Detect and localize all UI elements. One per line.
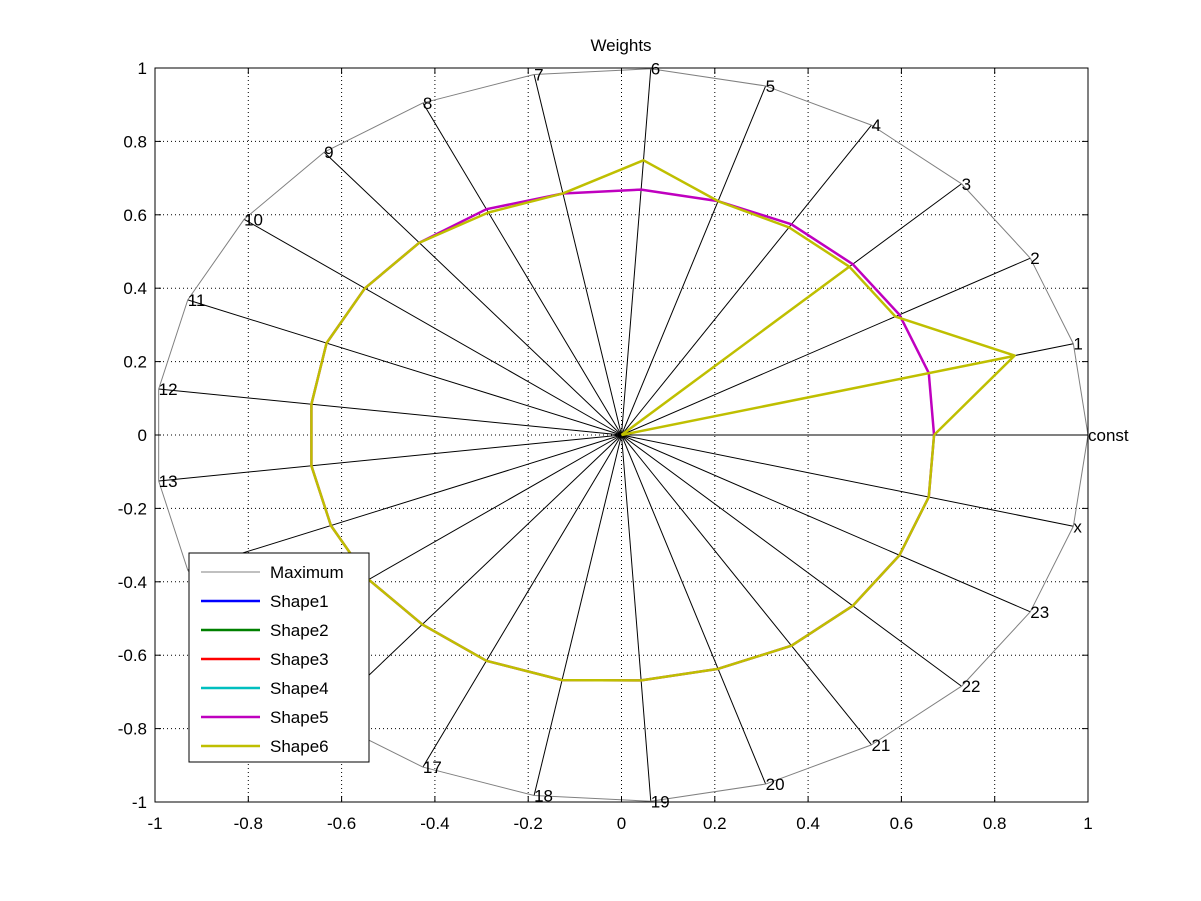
x-tick-label: -1 bbox=[147, 814, 162, 833]
spoke-label: 19 bbox=[651, 792, 670, 811]
spoke-line bbox=[621, 257, 1031, 436]
y-tick-label: -0.8 bbox=[118, 720, 147, 739]
spoke-label: 1 bbox=[1073, 335, 1082, 354]
legend-label: Shape1 bbox=[270, 592, 329, 611]
legend-label: Shape6 bbox=[270, 737, 329, 756]
spoke-line bbox=[621, 434, 872, 746]
y-tick-label: 0.8 bbox=[123, 132, 147, 151]
legend-label: Maximum bbox=[270, 563, 344, 582]
spoke-line bbox=[187, 299, 622, 436]
spoke-line bbox=[323, 151, 622, 436]
legend-label: Shape2 bbox=[270, 621, 329, 640]
spoke-label: x bbox=[1073, 517, 1082, 536]
spoke-label: 7 bbox=[534, 66, 543, 85]
y-tick-label: -1 bbox=[132, 793, 147, 812]
y-tick-label: -0.6 bbox=[118, 646, 147, 665]
spoke-label: 20 bbox=[766, 775, 785, 794]
y-tick-label: 0.6 bbox=[123, 206, 147, 225]
spoke-line bbox=[621, 434, 767, 785]
legend-box bbox=[188, 552, 370, 763]
spoke-label: const bbox=[1088, 426, 1129, 445]
legend-label: Shape4 bbox=[270, 679, 329, 698]
x-tick-label: -0.8 bbox=[234, 814, 263, 833]
x-tick-label: 0.8 bbox=[983, 814, 1007, 833]
spoke-line bbox=[621, 434, 652, 802]
spoke-line bbox=[533, 74, 622, 436]
legend: Maximum Shape1 Shape2 Shape3 Shape4 Shape5 Sha… bbox=[188, 552, 370, 763]
spoke-label: 21 bbox=[871, 736, 890, 755]
spoke-label: 18 bbox=[534, 786, 553, 805]
y-tick-label: 1 bbox=[138, 59, 147, 78]
spoke-label: 23 bbox=[1030, 603, 1049, 622]
spoke-line bbox=[187, 434, 622, 571]
x-tick-label: 0.2 bbox=[703, 814, 727, 833]
spoke-line bbox=[533, 434, 622, 796]
spoke-line bbox=[158, 434, 622, 482]
spoke-label: 9 bbox=[324, 143, 333, 162]
spoke-labels: const12345678910111213141516171819202122… bbox=[159, 60, 1129, 812]
spoke-line bbox=[158, 388, 622, 436]
axis-ticks: -1 -0.8 -0.6 -0.4 -0.2 0 0.2 0.4 0.6 0.8 110.80.60… bbox=[118, 59, 1093, 833]
legend-label: Shape5 bbox=[270, 708, 329, 727]
spoke-label: 3 bbox=[962, 175, 971, 194]
spoke-line bbox=[621, 85, 767, 436]
spoke-label: 13 bbox=[159, 472, 178, 491]
x-tick-label: 1 bbox=[1083, 814, 1092, 833]
spoke-label: 2 bbox=[1030, 249, 1039, 268]
spoke-line bbox=[621, 124, 872, 436]
spoke-line bbox=[422, 102, 622, 436]
x-tick-label: -0.2 bbox=[514, 814, 543, 833]
y-tick-label: -0.4 bbox=[118, 573, 147, 592]
x-tick-label: 0.6 bbox=[890, 814, 914, 833]
spoke-line bbox=[621, 434, 962, 687]
x-tick-label: 0 bbox=[617, 814, 626, 833]
spoke-label: 4 bbox=[871, 116, 880, 135]
spoke-label: 5 bbox=[766, 77, 775, 96]
y-tick-label: -0.2 bbox=[118, 499, 147, 518]
spoke-label: 6 bbox=[651, 60, 660, 79]
series-segment-shape6 bbox=[620, 265, 851, 437]
x-tick-label: 0.4 bbox=[796, 814, 820, 833]
x-tick-label: -0.6 bbox=[327, 814, 356, 833]
spoke-line bbox=[621, 434, 1074, 527]
series-segment-shape6 bbox=[621, 354, 1014, 437]
spoke-line bbox=[621, 434, 1031, 613]
spoke-label: 10 bbox=[244, 210, 263, 229]
x-tick-label: -0.4 bbox=[420, 814, 449, 833]
y-tick-label: 0 bbox=[138, 426, 147, 445]
spoke-label: 11 bbox=[188, 291, 206, 310]
spoke-line bbox=[323, 434, 622, 719]
spoke-label: 12 bbox=[159, 380, 178, 399]
spoke-label: 22 bbox=[962, 677, 981, 696]
spokes bbox=[158, 68, 1088, 802]
legend-label: Shape3 bbox=[270, 650, 329, 669]
spoke-line bbox=[422, 434, 622, 768]
spoke-line bbox=[243, 218, 622, 436]
chart-title: Weights bbox=[590, 36, 651, 55]
spoke-label: 17 bbox=[423, 758, 442, 777]
y-tick-label: 0.4 bbox=[123, 279, 147, 298]
spoke-line bbox=[621, 68, 652, 436]
series-line-shape6 bbox=[310, 159, 1016, 682]
spoke-label: 8 bbox=[423, 94, 432, 113]
y-tick-label: 0.2 bbox=[123, 353, 147, 372]
